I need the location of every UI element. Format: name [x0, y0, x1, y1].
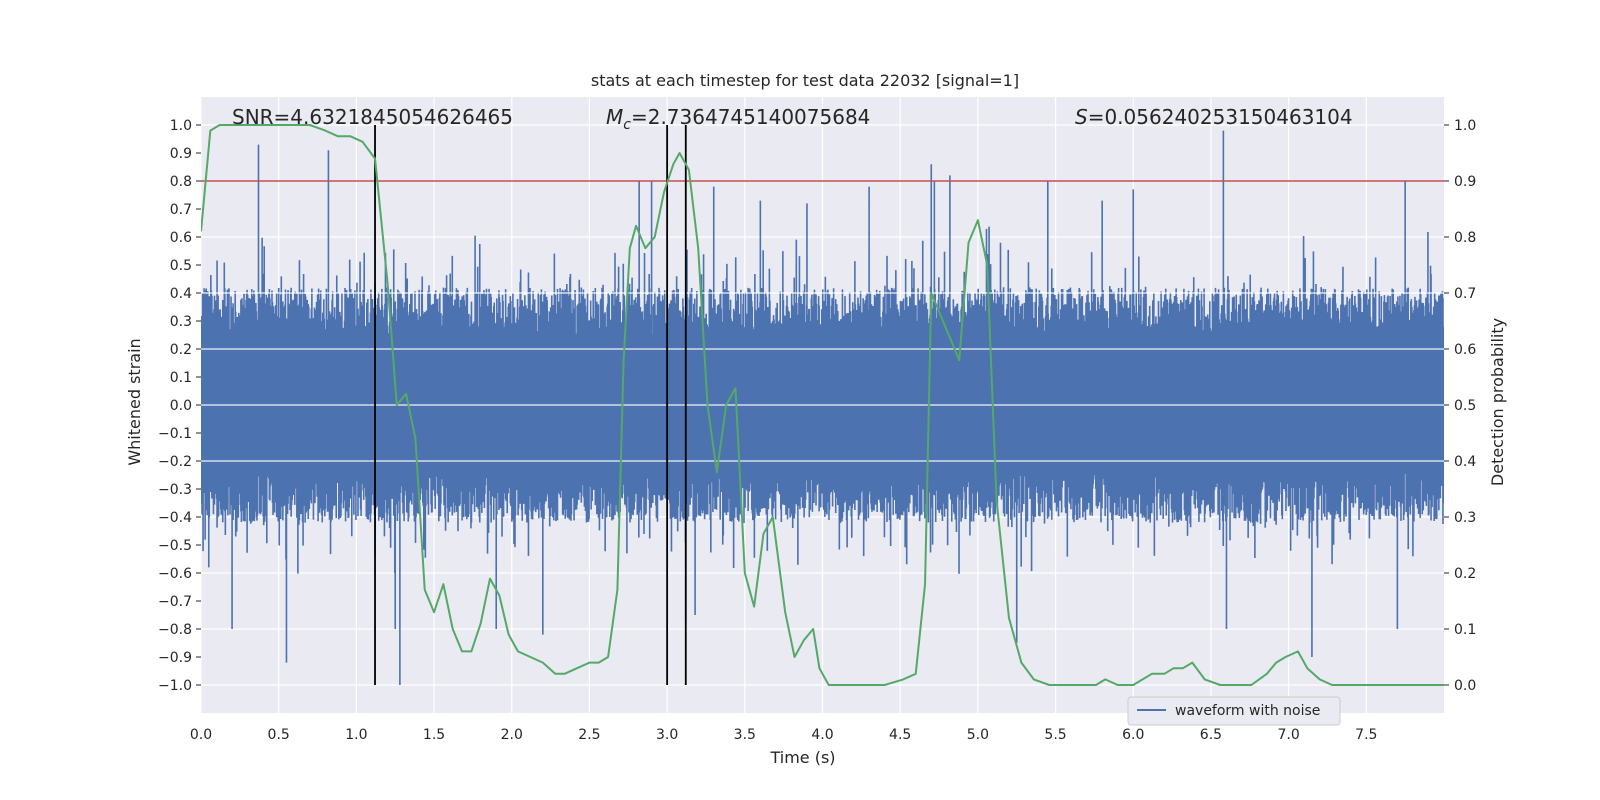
chirp-mass-value: =2.7364745140075684 [631, 105, 870, 129]
y2-tick-label: 0.4 [1454, 454, 1476, 470]
x-tick-label: 2.5 [578, 727, 600, 743]
s-symbol: S [1075, 105, 1088, 129]
y-tick-label: 0.6 [170, 230, 192, 246]
x-tick-label: 6.5 [1200, 727, 1222, 743]
left-axis-ticks: 1.0 0.9 0.8 0.7 0.6 0.5 0.4 0.3 0.2 0.1 0.0 −0.1 −0.… [158, 118, 201, 694]
snr-annotation: SNR=4.6321845054626465 [232, 105, 513, 129]
y2-axis-label: Detection probability [1488, 318, 1507, 486]
detection-probability-line [201, 124, 1444, 686]
y-tick-label: −1.0 [158, 678, 192, 694]
y-tick-label: 0.0 [170, 398, 192, 414]
y-tick-label: 0.4 [170, 286, 192, 302]
x-tick-label: 7.0 [1277, 727, 1299, 743]
y-axis-label: Whitened strain [125, 338, 144, 465]
x-tick-label: 5.5 [1044, 727, 1066, 743]
y-tick-label: 0.2 [170, 342, 192, 358]
y-tick-label: 0.1 [170, 370, 192, 386]
x-tick-label: 4.0 [811, 727, 833, 743]
y2-tick-label: 0.2 [1454, 566, 1476, 582]
x-tick-label: 0.5 [268, 727, 290, 743]
vertical-markers [374, 125, 687, 685]
y2-tick-label: 0.8 [1454, 230, 1476, 246]
chirp-mass-subscript: c [623, 117, 631, 133]
y-tick-label: −0.9 [158, 650, 192, 666]
y-tick-label: 0.7 [170, 202, 192, 218]
y2-tick-label: 0.6 [1454, 342, 1476, 358]
x-tick-label: 0.0 [190, 727, 212, 743]
s-value: =0.056240253150463104 [1088, 105, 1353, 129]
y-tick-label: 1.0 [170, 118, 192, 134]
y-tick-label: −0.2 [158, 454, 192, 470]
x-tick-label: 4.5 [889, 727, 911, 743]
x-axis-ticks: 0.0 0.5 1.0 1.5 2.0 2.5 3.0 3.5 4.0 4.5 5.0 5.5 6.0 6… [190, 727, 1378, 743]
legend-box [1127, 696, 1341, 726]
plot-content [201, 124, 1444, 686]
y2-tick-label: 0.0 [1454, 678, 1476, 694]
y2-tick-label: 0.9 [1454, 174, 1476, 190]
x-axis-label: Time (s) [769, 748, 835, 767]
y-tick-label: 0.3 [170, 314, 192, 330]
y2-tick-label: 1.0 [1454, 118, 1476, 134]
y-tick-label: 0.9 [170, 146, 192, 162]
x-tick-label: 5.0 [967, 727, 989, 743]
x-tick-label: 1.5 [423, 727, 445, 743]
y2-tick-label: 0.1 [1454, 622, 1476, 638]
y-tick-label: −0.6 [158, 566, 192, 582]
chirp-mass-symbol: M [606, 105, 623, 129]
chart-title: stats at each timestep for test data 220… [591, 71, 1019, 90]
y-tick-label: −0.8 [158, 622, 192, 638]
x-tick-label: 1.0 [345, 727, 367, 743]
x-tick-label: 2.0 [501, 727, 523, 743]
legend-entry-waveform: waveform with noise [1175, 703, 1320, 719]
x-tick-label: 3.0 [656, 727, 678, 743]
chirp-mass-annotation: Mc=2.7364745140075684 [606, 105, 870, 133]
y-tick-label: 0.8 [170, 174, 192, 190]
y-tick-label: −0.5 [158, 538, 192, 554]
y-tick-label: −0.1 [158, 426, 192, 442]
y-tick-label: −0.4 [158, 510, 192, 526]
probability-layer [201, 124, 1444, 686]
y2-tick-label: 0.7 [1454, 286, 1476, 302]
waveform-series [201, 130, 1444, 685]
waveform-trace [201, 130, 1444, 685]
s-annotation: S=0.056240253150463104 [1075, 105, 1353, 129]
y-tick-label: −0.3 [158, 482, 192, 498]
x-tick-label: 6.0 [1122, 727, 1144, 743]
x-tick-label: 7.5 [1355, 727, 1377, 743]
y2-tick-label: 0.3 [1454, 510, 1476, 526]
y2-tick-label: 0.5 [1454, 398, 1476, 414]
legend: waveform with noise [1127, 696, 1341, 726]
y-tick-label: 0.5 [170, 258, 192, 274]
y-tick-label: −0.7 [158, 594, 192, 610]
x-tick-label: 3.5 [734, 727, 756, 743]
right-axis-ticks: 1.0 0.9 0.8 0.7 0.6 0.5 0.4 0.3 0.2 0.1 0.0 [1444, 118, 1476, 694]
